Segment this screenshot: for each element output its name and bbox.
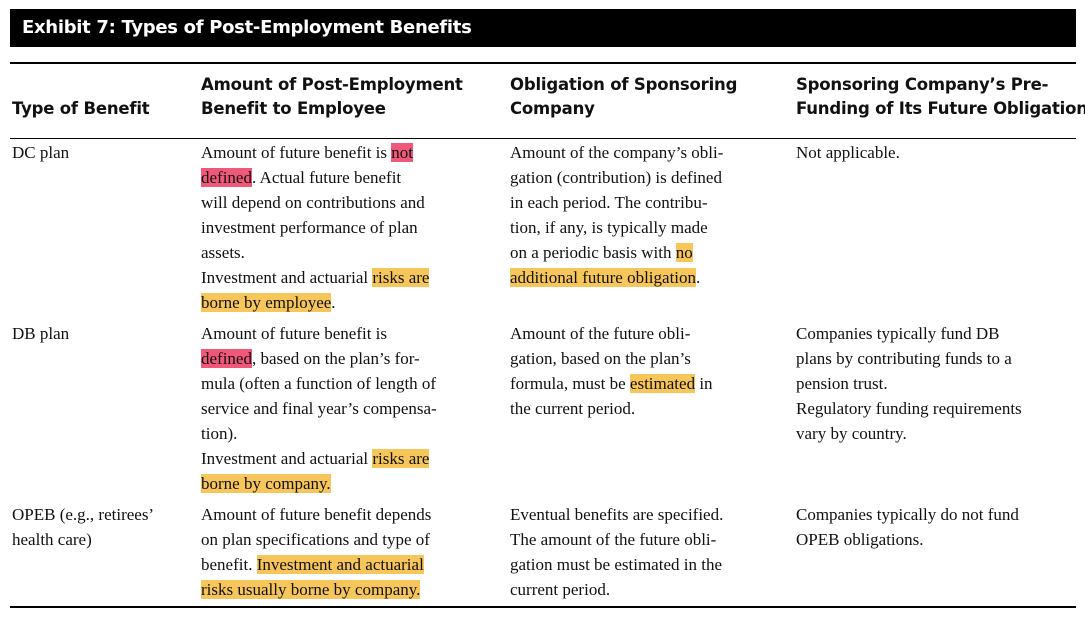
text-line: Companies typically do not fund — [796, 505, 1019, 524]
exhibit-table: Exhibit 7: Types of Post-Employment Bene… — [10, 9, 1085, 608]
text-line: additional future obligation. — [510, 265, 723, 290]
highlight-risks-are: risks are — [372, 449, 430, 468]
text-line: Amount of future benefit is — [201, 324, 388, 343]
highlight-not: not — [391, 143, 413, 162]
text-line: formula, must be estimated in — [510, 371, 713, 396]
text-line: in each period. The contribu- — [510, 193, 708, 212]
row-dc-obligation: Amount of the company’s obli- gation (co… — [510, 140, 723, 290]
text-line: Eventual benefits are specified. — [510, 505, 724, 524]
text-line: assets. — [201, 243, 245, 262]
text-line: vary by country. — [796, 424, 907, 443]
text-line: Regulatory funding requirements — [796, 399, 1022, 418]
text-line: . — [696, 268, 701, 287]
text-line: Benefit to Employee — [201, 99, 386, 118]
text-line: DB plan — [12, 324, 70, 343]
text-line: Investment and actuarial risks are — [201, 265, 430, 290]
header-bottom-rule — [10, 138, 1076, 139]
highlight-defined: defined — [201, 168, 252, 187]
text-line: current period. — [510, 580, 611, 599]
highlight-investment-and-actuarial: Investment and actuarial — [256, 555, 424, 574]
highlight-risks-usually-borne: risks usually borne by company. — [201, 580, 421, 599]
highlight-no: no — [675, 243, 693, 262]
text-line: defined. Actual future benefit — [201, 165, 429, 190]
row-opeb-prefunding: Companies typically do not fund OPEB obl… — [796, 502, 1019, 552]
highlight-borne-by-company: borne by company. — [201, 474, 331, 493]
row-opeb-type: OPEB (e.g., retirees’ health care) — [12, 502, 154, 552]
text-line: OPEB obligations. — [796, 530, 924, 549]
row-dc-prefunding: Not applicable. — [796, 140, 900, 165]
text-line: in — [695, 374, 713, 393]
text-line: tion, if any, is typically made — [510, 218, 708, 237]
text-line: investment performance of plan — [201, 218, 418, 237]
text-line: Obligation of Sponsoring — [510, 75, 738, 94]
text-line: service and final year’s compensa- — [201, 399, 437, 418]
text-line: formula, must be — [510, 374, 630, 393]
text-line: Investment and actuarial — [201, 449, 373, 468]
text-line: gation must be estimated in the — [510, 555, 722, 574]
row-db-amount: Amount of future benefit is defined, bas… — [201, 321, 437, 496]
header-obligation: Obligation of Sponsoring Company — [510, 73, 737, 121]
header-top-rule — [10, 62, 1076, 64]
text-line: Investment and actuarial risks are — [201, 446, 437, 471]
text-line: Amount of future benefit depends — [201, 505, 432, 524]
text-line: Not applicable. — [796, 143, 900, 162]
text-line: will depend on contributions and — [201, 193, 425, 212]
text-line: Sponsoring Company’s Pre- — [796, 75, 1049, 94]
highlight-risks-are: risks are — [372, 268, 430, 287]
text-line: Investment and actuarial — [201, 268, 373, 287]
text-line: . Actual future benefit — [251, 168, 402, 187]
text-line: . — [331, 293, 336, 312]
text-line: tion). — [201, 424, 238, 443]
text-line: Company — [510, 99, 595, 118]
table-bottom-rule — [10, 606, 1076, 608]
text-line: gation (contribution) is defined — [510, 168, 722, 187]
text-line: on a periodic basis with no — [510, 240, 723, 265]
text-line: Amount of future benefit is — [201, 143, 392, 162]
text-line: Amount of future benefit is not — [201, 140, 429, 165]
highlight-defined: defined — [201, 349, 252, 368]
text-line: borne by company. — [201, 471, 437, 496]
text-line: the current period. — [510, 399, 636, 418]
row-dc-amount: Amount of future benefit is not defined.… — [201, 140, 430, 315]
header-amount-benefit: Amount of Post-Employment Benefit to Emp… — [201, 73, 463, 121]
row-db-obligation: Amount of the future obli- gation, based… — [510, 321, 713, 421]
header-type-of-benefit: Type of Benefit — [12, 97, 150, 121]
text-line: defined, based on the plan’s for- — [201, 346, 437, 371]
text-line: The amount of the future obli- — [510, 530, 717, 549]
text-line: health care) — [12, 530, 92, 549]
row-opeb-amount: Amount of future benefit depends on plan… — [201, 502, 431, 602]
text-line: OPEB (e.g., retirees’ — [12, 505, 155, 524]
text-line: on plan specifications and type of — [201, 530, 430, 549]
text-line: benefit. Investment and actuarial — [201, 552, 431, 577]
row-db-type: DB plan — [12, 321, 69, 346]
text-line: DC plan — [12, 143, 70, 162]
text-line: mula (often a function of length of — [201, 374, 437, 393]
text-line: risks usually borne by company. — [201, 577, 431, 602]
row-db-prefunding: Companies typically fund DB plans by con… — [796, 321, 1022, 446]
text-line: Funding of Its Future Obligation — [796, 99, 1085, 118]
highlight-estimated: estimated — [629, 374, 696, 393]
highlight-additional-future-obligation: additional future obligation — [510, 268, 697, 287]
row-opeb-obligation: Eventual benefits are specified. The amo… — [510, 502, 723, 602]
text-line: , based on the plan’s for- — [251, 349, 420, 368]
text-line: Type of Benefit — [12, 99, 150, 118]
highlight-borne-by-employee: borne by employee — [201, 293, 332, 312]
text-line: gation, based on the plan’s — [510, 349, 691, 368]
text-line: Amount of the future obli- — [510, 324, 691, 343]
row-dc-type: DC plan — [12, 140, 69, 165]
exhibit-title-bar: Exhibit 7: Types of Post-Employment Bene… — [10, 9, 1076, 47]
text-line: on a periodic basis with — [510, 243, 676, 262]
text-line: Amount of the company’s obli- — [510, 143, 724, 162]
text-line: Companies typically fund DB — [796, 324, 1000, 343]
exhibit-title: Exhibit 7: Types of Post-Employment Bene… — [22, 17, 472, 38]
text-line: plans by contributing funds to a — [796, 349, 1012, 368]
text-line: pension trust. — [796, 374, 888, 393]
text-line: borne by employee. — [201, 290, 429, 315]
text-line: benefit. — [201, 555, 257, 574]
header-prefunding: Sponsoring Company’s Pre- Funding of Its… — [796, 73, 1085, 121]
text-line: Amount of Post-Employment — [201, 75, 463, 94]
